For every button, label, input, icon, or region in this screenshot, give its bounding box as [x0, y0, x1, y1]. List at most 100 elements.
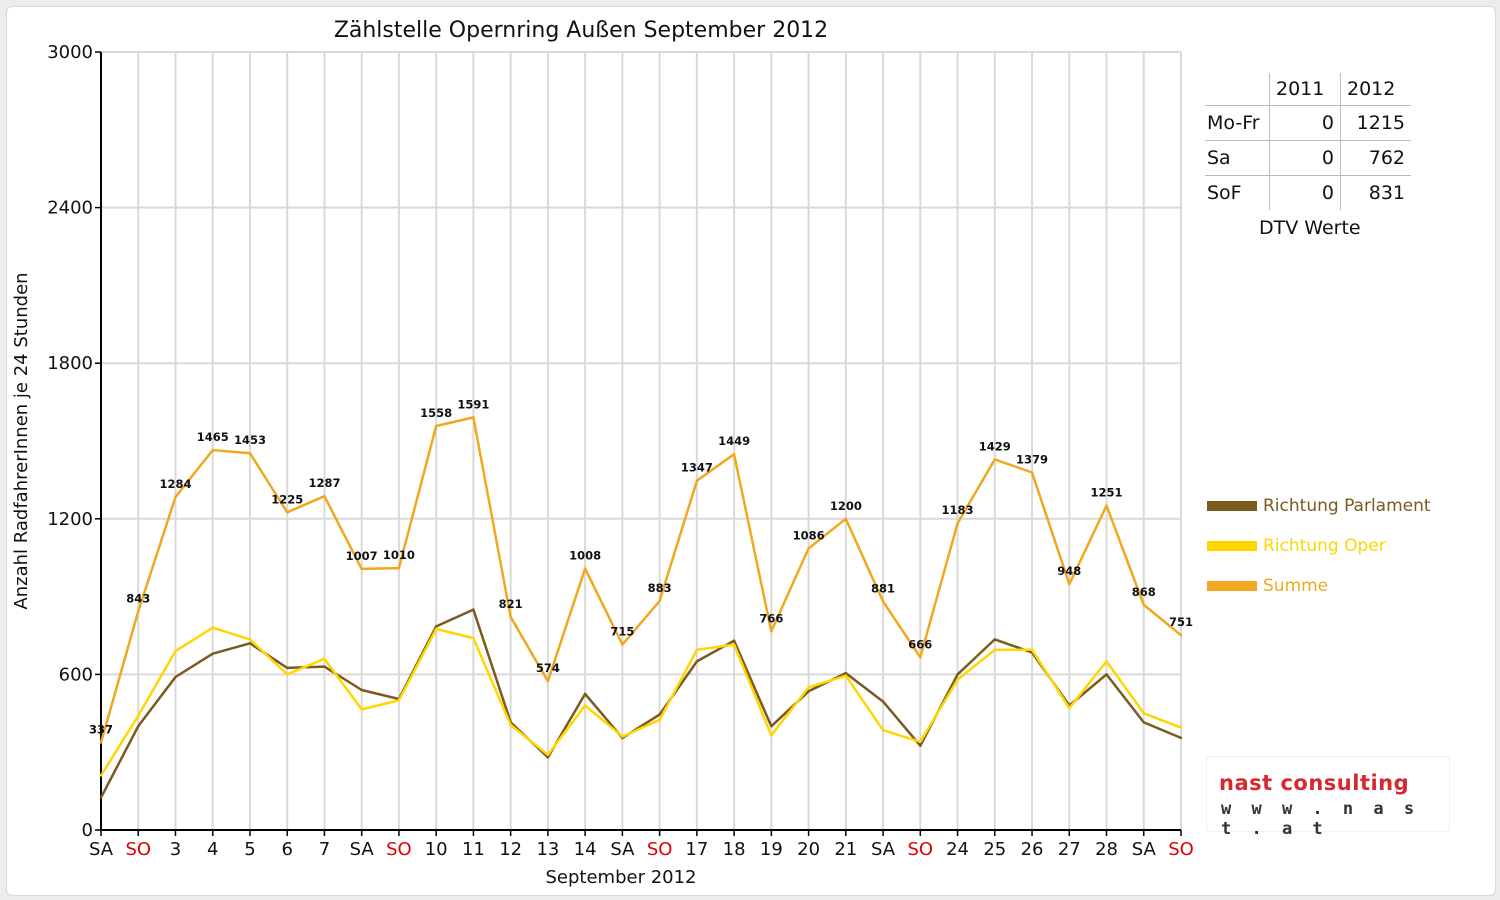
x-tick-label: 20	[797, 839, 820, 860]
data-point-summe	[509, 615, 512, 619]
legend-label: Summe	[1263, 576, 1329, 596]
data-point-richtung-parlament	[881, 700, 885, 703]
dtv-row-mofr: Mo-Fr 0 1215	[1205, 105, 1411, 141]
dtv-row-label: Sa	[1205, 140, 1270, 176]
data-point-summe	[360, 567, 363, 571]
data-point-richtung-parlament	[919, 744, 922, 747]
data-label: 666	[908, 637, 932, 651]
data-point-richtung-oper	[99, 774, 103, 777]
data-point-richtung-oper	[137, 714, 140, 718]
dtv-row-label: Mo-Fr	[1205, 105, 1270, 141]
x-tick-label: SO	[647, 839, 673, 860]
data-point-summe	[174, 495, 177, 499]
x-tick-label: 26	[1021, 839, 1044, 860]
data-point-richtung-oper	[248, 638, 252, 641]
dtv-table: 2011 2012 Mo-Fr 0 1215 Sa 0 762 SoF 0 83…	[1205, 73, 1411, 210]
dtv-row-label: SoF	[1205, 175, 1270, 210]
data-point-summe	[919, 656, 922, 659]
data-point-richtung-oper	[732, 643, 736, 646]
x-tick-label: SO	[386, 839, 412, 860]
data-point-richtung-oper	[211, 626, 214, 629]
data-point-summe	[472, 416, 475, 419]
data-point-summe	[1030, 471, 1034, 474]
x-tick-label: 13	[536, 839, 559, 860]
data-label: 1010	[383, 548, 415, 562]
data-point-richtung-oper	[993, 648, 996, 651]
dtv-cell-2012: 762	[1340, 140, 1411, 176]
data-label: 843	[126, 591, 150, 605]
x-tick-label: 14	[574, 839, 597, 860]
x-tick-label: 21	[834, 839, 857, 860]
data-point-richtung-parlament	[99, 796, 103, 799]
x-tick-label: 4	[207, 839, 218, 860]
data-label: 1200	[830, 499, 862, 513]
dtv-header-2012: 2012	[1347, 78, 1396, 100]
data-point-richtung-parlament	[732, 639, 736, 642]
legend-label: Richtung Parlament	[1263, 496, 1431, 516]
data-point-richtung-oper	[919, 740, 922, 744]
dtv-cell-2011: 0	[1269, 140, 1341, 176]
data-point-richtung-oper	[1068, 706, 1071, 710]
x-tick-label: SA	[1132, 839, 1157, 860]
data-point-richtung-parlament	[137, 725, 140, 728]
data-label: 883	[648, 581, 672, 595]
data-label: 715	[610, 625, 634, 639]
data-point-richtung-parlament	[360, 688, 363, 692]
dtv-header-2011: 2011	[1269, 73, 1341, 106]
data-label: 1379	[1016, 452, 1048, 466]
data-point-summe	[770, 630, 773, 633]
y-axis-title: Anzahl RadfahrerInnen je 24 Stunden	[11, 272, 32, 609]
legend-swatch-parlament	[1207, 501, 1257, 511]
data-point-richtung-oper	[770, 734, 773, 737]
chart-title: Zählstelle Opernring Außen September 201…	[334, 18, 828, 43]
data-point-richtung-oper	[546, 753, 550, 756]
data-point-summe	[1142, 603, 1145, 607]
data-point-richtung-parlament	[472, 608, 475, 611]
data-label: 821	[499, 597, 523, 611]
data-point-summe	[434, 424, 438, 428]
legend-swatch-summe	[1207, 581, 1257, 591]
data-point-summe	[621, 643, 624, 646]
data-point-richtung-oper	[956, 678, 959, 681]
y-tick-label: 1200	[47, 509, 93, 530]
data-point-richtung-oper	[323, 657, 326, 661]
legend-label: Richtung Oper	[1263, 536, 1386, 556]
company-logo: nast consulting w w w . n a s t . a t	[1207, 757, 1449, 839]
data-point-summe	[286, 511, 289, 514]
data-point-richtung-oper	[286, 673, 289, 676]
data-point-richtung-parlament	[807, 690, 810, 693]
data-point-summe	[137, 610, 140, 613]
x-tick-label: SA	[871, 839, 896, 860]
data-label: 1429	[979, 439, 1011, 453]
data-label: 1347	[681, 461, 713, 475]
x-tick-label: 10	[425, 839, 448, 860]
data-label: 1449	[718, 434, 750, 448]
data-point-summe	[956, 522, 959, 525]
dtv-header-blank	[1205, 73, 1270, 106]
data-label: 1086	[793, 528, 825, 542]
y-tick-label: 1800	[47, 353, 93, 374]
data-point-richtung-parlament	[695, 660, 699, 663]
dtv-cell-2012: 1215	[1340, 105, 1411, 141]
dtv-caption: DTV Werte	[1259, 217, 1361, 239]
data-label: 948	[1057, 564, 1081, 578]
data-point-richtung-oper	[509, 723, 512, 727]
legend-item-parlament: Richtung Parlament	[1207, 495, 1431, 517]
data-point-richtung-parlament	[993, 638, 996, 641]
data-point-richtung-oper	[807, 686, 810, 689]
data-point-richtung-oper	[844, 674, 848, 677]
x-tick-label: 18	[723, 839, 746, 860]
x-tick-label: SO	[125, 839, 151, 860]
x-tick-label: SA	[350, 839, 375, 860]
chart-canvas: 0 600 1200 1800 2400 3000 SA SO 3 4 5 6 7 SA SO 10 11 12 1…	[11, 18, 1194, 888]
data-label: 1591	[457, 397, 489, 411]
data-point-summe	[323, 495, 326, 498]
data-point-richtung-parlament	[956, 673, 959, 676]
data-point-richtung-oper	[174, 649, 177, 653]
data-point-richtung-parlament	[1179, 736, 1183, 740]
data-point-summe	[881, 600, 885, 603]
y-tick-label: 0	[82, 820, 93, 841]
data-label: 751	[1169, 615, 1193, 629]
data-point-summe	[248, 451, 252, 455]
x-axis-title: September 2012	[545, 867, 696, 888]
